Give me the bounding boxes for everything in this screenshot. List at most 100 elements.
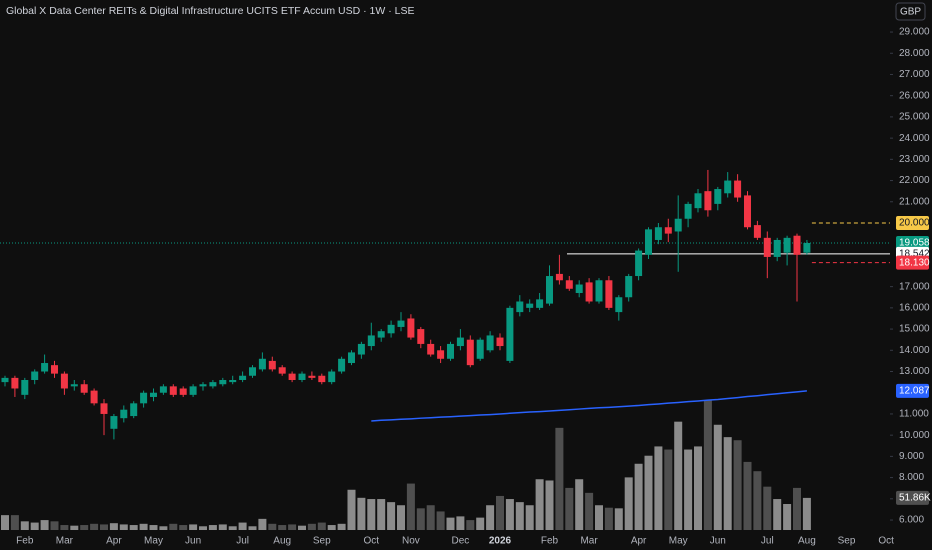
candle-body bbox=[635, 250, 643, 277]
candle-body bbox=[41, 363, 49, 372]
candle-body bbox=[348, 352, 355, 364]
volume-bar bbox=[595, 505, 603, 530]
volume-bar bbox=[416, 508, 425, 530]
candle-body bbox=[625, 276, 633, 298]
volume-bar bbox=[703, 400, 712, 530]
volume-bar bbox=[515, 502, 524, 530]
x-tick-label: Jul bbox=[761, 536, 774, 547]
currency-button[interactable] bbox=[895, 2, 926, 21]
volume-bar bbox=[476, 517, 485, 530]
volume-bar bbox=[496, 495, 504, 530]
price-line-label-box bbox=[896, 215, 929, 230]
y-tick-label: 8.000 bbox=[899, 472, 924, 483]
candle-body bbox=[278, 367, 286, 374]
candle-body bbox=[367, 335, 375, 347]
y-tick-label: 14.000 bbox=[899, 345, 930, 356]
volume-bar bbox=[189, 524, 198, 530]
candle-body bbox=[268, 360, 276, 370]
x-tick-label: May bbox=[144, 536, 163, 547]
volume-bar bbox=[248, 526, 257, 530]
y-tick-label: 28.000 bbox=[899, 48, 930, 59]
volume-bar bbox=[684, 449, 693, 530]
volume-bar bbox=[139, 523, 148, 530]
candle-body bbox=[674, 218, 682, 232]
volume-bar bbox=[90, 523, 99, 530]
price-line-label: 20.000 bbox=[899, 218, 930, 229]
volume-bar bbox=[674, 421, 683, 530]
volume-bar bbox=[545, 480, 554, 530]
volume-bar bbox=[436, 511, 445, 530]
x-tick-label: May bbox=[669, 536, 688, 547]
x-tick-label: Jul bbox=[236, 536, 249, 547]
volume-bar bbox=[179, 525, 188, 530]
price-line-label-box bbox=[896, 255, 929, 270]
candle-body bbox=[773, 239, 781, 257]
candle-body bbox=[803, 242, 811, 253]
currency-label[interactable]: GBP bbox=[900, 7, 921, 18]
volume-bar bbox=[149, 525, 158, 530]
volume-bar bbox=[307, 523, 316, 530]
candle-body bbox=[793, 235, 801, 255]
price-line-label: 19.058 bbox=[899, 238, 930, 249]
candle-body bbox=[447, 343, 454, 359]
x-tick-label: Apr bbox=[631, 536, 647, 547]
candle-body bbox=[654, 227, 662, 240]
volume-bar bbox=[654, 446, 663, 530]
volume-bar bbox=[664, 449, 673, 530]
candle-body bbox=[585, 282, 593, 302]
volume-bar bbox=[802, 497, 811, 530]
volume-bar bbox=[159, 526, 168, 530]
volume-bar bbox=[347, 489, 356, 530]
x-tick-label: Mar bbox=[56, 536, 74, 547]
x-tick-label: Jun bbox=[185, 536, 201, 547]
candle-body bbox=[516, 301, 524, 313]
volume-bar bbox=[60, 525, 69, 530]
volume-bar bbox=[426, 505, 435, 530]
volume-bar bbox=[773, 499, 782, 530]
x-tick-label: Feb bbox=[16, 536, 34, 547]
candle-body bbox=[229, 379, 237, 383]
volume-bar bbox=[199, 526, 207, 530]
candle-body bbox=[328, 371, 336, 383]
y-tick-label: 6.000 bbox=[899, 515, 924, 526]
volume-bar bbox=[733, 440, 742, 530]
x-tick-label: Oct bbox=[364, 536, 380, 547]
price-axis: 6.0007.0008.0009.00010.00011.00013.00014… bbox=[890, 27, 931, 526]
volume-bar bbox=[397, 505, 405, 530]
volume-bar bbox=[387, 502, 396, 530]
candle-body bbox=[387, 324, 395, 334]
candle-body bbox=[249, 367, 256, 376]
moving-average bbox=[371, 390, 807, 422]
volume-bar bbox=[288, 524, 297, 530]
candle-body bbox=[506, 307, 514, 361]
y-tick-label: 22.000 bbox=[899, 175, 930, 186]
candle-body bbox=[199, 384, 207, 387]
candle-body bbox=[21, 379, 29, 395]
y-tick-label: 17.000 bbox=[899, 281, 930, 292]
y-tick-label: 15.000 bbox=[899, 324, 930, 335]
volume-bar bbox=[713, 424, 722, 530]
volume-bar bbox=[268, 523, 277, 530]
volume-bar bbox=[100, 524, 108, 530]
candle-body bbox=[189, 386, 197, 395]
price-line-label: 18.130 bbox=[899, 257, 930, 268]
x-tick-label: Mar bbox=[580, 536, 598, 547]
candle-body bbox=[536, 299, 544, 308]
candle-body bbox=[110, 416, 118, 429]
candle-body bbox=[219, 379, 227, 385]
volume-bar bbox=[575, 479, 584, 530]
volume-bar bbox=[119, 524, 128, 530]
candle-body bbox=[60, 373, 68, 389]
x-tick-label: Oct bbox=[878, 536, 894, 547]
ma-label: 12.087 bbox=[899, 386, 930, 397]
volume-bar bbox=[466, 520, 475, 530]
volume-bar bbox=[535, 479, 544, 530]
candle-body bbox=[80, 384, 88, 393]
candle-body bbox=[486, 335, 494, 351]
candle-body bbox=[724, 180, 732, 194]
volume-bar bbox=[357, 497, 366, 530]
volume-bar bbox=[50, 521, 59, 530]
